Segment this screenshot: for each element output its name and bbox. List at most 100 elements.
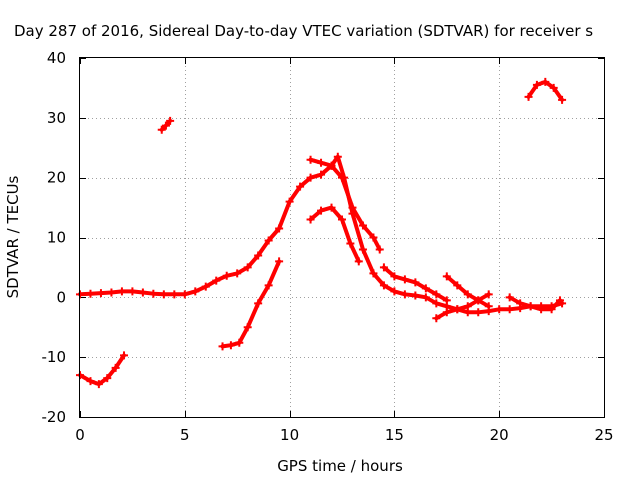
data-point [218, 342, 227, 351]
series-track-7 [379, 263, 451, 305]
chart-title: Day 287 of 2016, Sidereal Day-to-day VTE… [14, 22, 593, 40]
data-point [317, 158, 326, 167]
data-point [411, 278, 420, 287]
data-point [170, 290, 179, 299]
data-point [442, 296, 451, 305]
data-point [375, 245, 384, 254]
data-point [453, 281, 462, 290]
data-point [333, 152, 342, 161]
data-point [432, 290, 441, 299]
data-point [379, 263, 388, 272]
data-point [379, 281, 388, 290]
data-point [327, 203, 336, 212]
data-point [327, 161, 336, 170]
data-point [354, 257, 363, 266]
data-point [296, 182, 305, 191]
data-point [400, 290, 409, 299]
data-point [103, 374, 112, 383]
series-track-5 [306, 203, 363, 266]
data-point [94, 380, 103, 389]
data-point [233, 269, 242, 278]
data-point [285, 197, 294, 206]
y-tick-label: 0 [56, 288, 66, 306]
data-point [180, 290, 189, 299]
series-track-1 [76, 152, 567, 317]
data-point [549, 83, 558, 92]
data-point [86, 289, 95, 298]
data-point [474, 308, 483, 317]
data-point [411, 291, 420, 300]
data-point [264, 236, 273, 245]
data-point [484, 290, 493, 299]
series-track-2 [76, 351, 129, 389]
data-point [524, 92, 533, 101]
data-point [157, 125, 166, 134]
series-line [507, 295, 562, 312]
data-point [275, 257, 284, 266]
data-point [369, 233, 378, 242]
data-point [264, 281, 273, 290]
series-line [434, 292, 491, 321]
data-point [537, 305, 546, 314]
data-point [474, 296, 483, 305]
data-point [254, 299, 263, 308]
data-point [484, 302, 493, 311]
data-point [505, 293, 514, 302]
data-point [495, 305, 504, 314]
data-point [117, 287, 126, 296]
data-point [358, 245, 367, 254]
data-point [532, 80, 541, 89]
data-point [516, 299, 525, 308]
series-track-4 [218, 257, 284, 351]
data-point [222, 271, 231, 280]
x-tick-label: 15 [385, 426, 404, 444]
y-axis-label: SDTVAR / TECUs [4, 175, 22, 298]
y-tick-label: -20 [42, 408, 67, 426]
data-point [338, 173, 346, 182]
data-point [338, 215, 346, 224]
data-point [306, 215, 315, 224]
series-track-3 [157, 116, 175, 134]
series-track-6 [306, 155, 384, 254]
data-point [317, 170, 326, 179]
data-point [463, 290, 472, 299]
series-line [78, 154, 565, 315]
data-point [390, 287, 399, 296]
data-point [111, 363, 120, 372]
data-point [442, 308, 451, 317]
series-line [78, 353, 126, 387]
series-line [308, 205, 361, 264]
data-point [346, 239, 355, 248]
data-point [442, 272, 451, 281]
data-point [96, 289, 105, 298]
grid-lines [80, 58, 604, 417]
y-tick-label: -10 [42, 348, 67, 366]
plot-frame [79, 57, 605, 418]
data-point [358, 221, 367, 230]
data-point [235, 338, 244, 347]
data-point [421, 284, 430, 293]
data-point [275, 224, 284, 233]
data-point [421, 293, 430, 302]
data-point [212, 276, 221, 285]
data-point [453, 305, 462, 314]
data-point [400, 275, 409, 284]
data-point [317, 206, 326, 215]
y-tick-label: 10 [47, 229, 66, 247]
y-tick-label: 30 [47, 109, 66, 127]
data-point [254, 251, 263, 260]
data-point [138, 288, 147, 297]
data-point [159, 290, 168, 299]
y-tick-label: 40 [47, 49, 66, 67]
data-point [128, 287, 137, 296]
data-point [390, 272, 399, 281]
data-point [149, 289, 158, 298]
x-tick-label: 20 [490, 426, 509, 444]
data-point [547, 305, 556, 314]
data-series [76, 77, 567, 389]
data-point [555, 296, 564, 305]
data-point [243, 263, 252, 272]
data-point [243, 323, 252, 332]
x-axis-label: GPS time / hours [277, 457, 403, 475]
